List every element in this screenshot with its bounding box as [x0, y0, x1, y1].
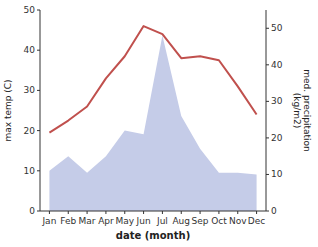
y2-tick-label: 0 — [271, 206, 277, 216]
x-tick-label: Dec — [248, 216, 265, 226]
y2-axis-label-line: med. precipitation — [302, 69, 312, 151]
y2-tick — [266, 211, 269, 212]
y-tick-label: 10 — [24, 166, 36, 176]
x-tick-label: Aug — [172, 216, 190, 226]
y2-tick — [266, 64, 269, 65]
y-tick — [37, 50, 40, 51]
y2-tick — [266, 101, 269, 102]
y-tick-label: 50 — [24, 5, 36, 15]
x-tick — [181, 211, 182, 214]
x-tick-label: Nov — [229, 216, 247, 226]
x-tick — [256, 211, 257, 214]
y2-tick-label: 50 — [271, 23, 283, 33]
y-axis-line — [40, 10, 41, 211]
plot-area — [49, 26, 256, 211]
x-tick — [124, 211, 125, 214]
y-tick — [37, 170, 40, 171]
temperature-line — [49, 26, 256, 133]
x-tick — [68, 211, 69, 214]
y-tick — [37, 130, 40, 131]
x-tick-label: Apr — [98, 216, 114, 226]
x-tick — [237, 211, 238, 214]
x-tick-label: Feb — [60, 216, 76, 226]
y2-axis-line — [266, 10, 267, 211]
y2-tick-label: 20 — [271, 133, 283, 143]
y-tick — [37, 90, 40, 91]
x-tick-label: Mar — [79, 216, 96, 226]
y2-tick — [266, 137, 269, 138]
x-tick-label: Jul — [156, 216, 168, 226]
x-tick-label: Jun — [136, 216, 151, 226]
y-axis-label: max temp (C) — [3, 79, 13, 141]
x-tick — [87, 211, 88, 214]
chart: Jan FebMarAprMayJun Jul AugSepOctNovDec 0 10 2… — [0, 0, 318, 247]
y-tick — [37, 211, 40, 212]
x-tick-label: Jan — [41, 216, 56, 226]
y2-tick — [266, 174, 269, 175]
y2-tick-label: 10 — [271, 169, 283, 179]
x-tick — [49, 211, 50, 214]
x-tick — [105, 211, 106, 214]
x-axis-label: date (month) — [116, 230, 190, 241]
x-tick — [143, 211, 144, 214]
y2-axis-label-line: (kg/m2) — [292, 93, 302, 128]
x-tick — [200, 211, 201, 214]
y2-tick-label: 30 — [271, 96, 283, 106]
y2-axis-label: med. precipitation(kg/m2) — [292, 69, 312, 151]
y-tick-label: 20 — [24, 126, 36, 136]
precipitation-area — [49, 36, 256, 211]
y-tick-label: 40 — [24, 45, 36, 55]
x-tick — [218, 211, 219, 214]
y-tick-label: 0 — [29, 206, 35, 216]
y2-tick-label: 40 — [271, 60, 283, 70]
y2-tick — [266, 28, 269, 29]
x-tick-label: May — [115, 216, 134, 226]
x-tick-label: Oct — [211, 216, 227, 226]
y-tick — [37, 10, 40, 11]
x-tick-label: Sep — [192, 216, 209, 226]
x-tick — [162, 211, 163, 214]
y-tick-label: 30 — [24, 85, 36, 95]
x-axis-line — [40, 211, 266, 212]
